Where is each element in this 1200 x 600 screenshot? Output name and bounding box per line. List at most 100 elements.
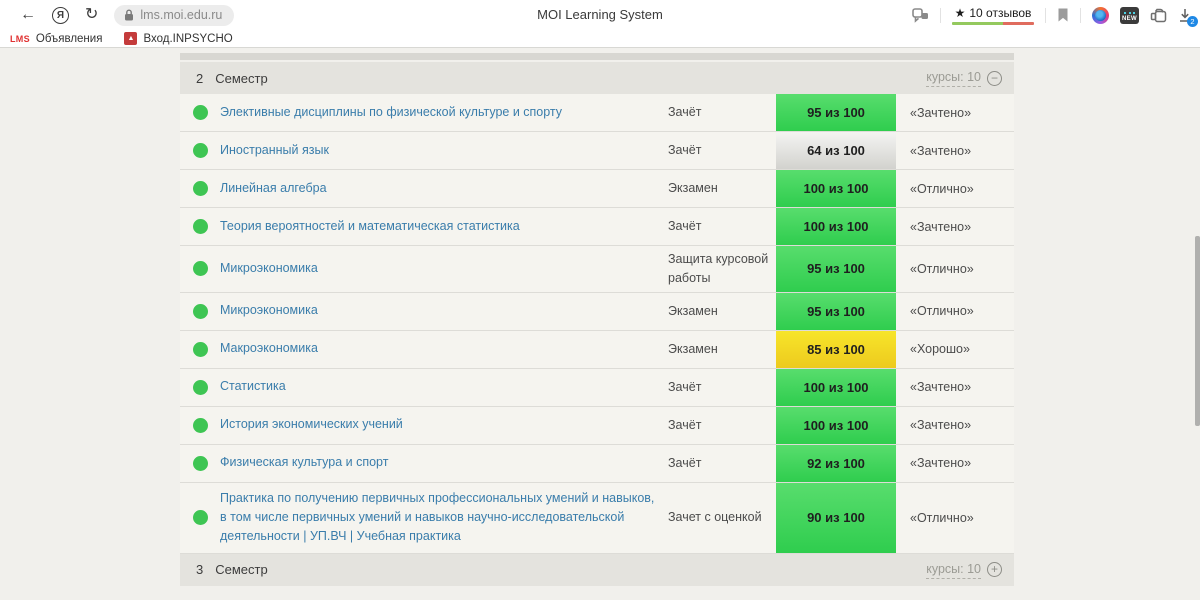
course-link[interactable]: Физическая культура и спорт: [220, 455, 389, 470]
exam-type: Защита курсовой работы: [668, 252, 769, 285]
lms-page: 2 Семестр курсы: 10 − Элективные дисципл…: [0, 49, 1200, 600]
exam-type: Зачет с оценкой: [668, 510, 762, 525]
section-collapse-toggle[interactable]: курсы: 10 +: [926, 561, 1002, 579]
status-dot-cell: [180, 407, 220, 444]
downloads-count-badge: 2: [1187, 15, 1198, 27]
course-link[interactable]: Элективные дисциплины по физической куль…: [220, 104, 563, 119]
status-dot-icon: [192, 143, 208, 158]
section-courses-count: курсы: 10: [926, 561, 981, 579]
status-dot-icon: [192, 379, 208, 395]
bookmark-announcements[interactable]: LMS Объявления: [10, 33, 102, 45]
yandex-letter: Я: [56, 9, 65, 21]
plus-circle-icon: +: [987, 562, 1002, 578]
course-link[interactable]: Линейная алгебра: [220, 180, 327, 195]
score-badge: 85 из 100: [776, 330, 896, 368]
exam-type: Экзамен: [668, 341, 718, 356]
status-dot-cell: [180, 132, 220, 169]
exam-type: Зачёт: [668, 105, 702, 120]
toolbar-divider: [1080, 7, 1081, 23]
inpsycho-favicon: ▲: [124, 32, 138, 45]
course-link[interactable]: Микроэкономика: [220, 303, 318, 318]
section-number: 3: [196, 562, 204, 578]
bookmark-flag-icon[interactable]: [1057, 8, 1069, 22]
reviews-count: 10 отзывов: [969, 5, 1032, 20]
status-dot-cell: [180, 94, 220, 131]
course-link[interactable]: Иностранный язык: [220, 142, 329, 157]
status-dot-icon: [192, 455, 208, 471]
grade-text: «Зачтено»: [910, 143, 972, 158]
toolbar-divider: [940, 7, 941, 23]
extension-inner-globe: [1095, 9, 1106, 21]
section-collapse-toggle[interactable]: курсы: 10 −: [926, 69, 1002, 87]
status-dot-cell: [180, 369, 220, 406]
downloads-button[interactable]: 2: [1178, 8, 1198, 27]
score-badge: 64 из 100: [776, 132, 896, 169]
new-icon-crown: [1124, 11, 1135, 14]
reviews-rating-bar: [952, 21, 1034, 25]
vertical-scrollbar-thumb[interactable]: [1195, 236, 1200, 426]
grade-text: «Отлично»: [910, 181, 974, 196]
course-table: 2 Семестр курсы: 10 − Элективные дисципл…: [180, 49, 1014, 586]
exam-type: Зачёт: [668, 455, 702, 470]
score-badge: 100 из 100: [776, 368, 896, 406]
back-button[interactable]: ←: [20, 6, 36, 23]
course-row: Микроэкономика Экзамен 95 из 100 «Отличн…: [180, 292, 1014, 331]
course-link[interactable]: История экономических учений: [220, 417, 403, 432]
protect-icon[interactable]: [912, 7, 929, 23]
grade-text: «Зачтено»: [910, 219, 972, 234]
section-number: 2: [196, 70, 204, 86]
grade-text: «Зачтено»: [910, 380, 972, 394]
course-row: Линейная алгебра Экзамен 100 из 100 «Отл…: [180, 170, 1014, 208]
status-dot-icon: [192, 105, 208, 120]
reviews-widget[interactable]: ★ 10 отзывов: [952, 6, 1034, 25]
score-badge: 92 из 100: [776, 444, 896, 482]
address-bar[interactable]: lms.moi.edu.ru: [114, 4, 235, 26]
grade-text: «Отлично»: [910, 261, 974, 276]
side-panels-icon[interactable]: [1150, 8, 1167, 23]
bookmarks-bar: LMS Объявления ▲ Вход.INPSYCHO: [0, 30, 1200, 48]
score-badge: 95 из 100: [776, 246, 896, 292]
course-link[interactable]: Статистика: [220, 379, 286, 394]
new-badge-label: NEW: [1122, 15, 1137, 22]
course-row: Макроэкономика Экзамен 85 из 100 «Хорошо…: [180, 330, 1014, 369]
course-row: Элективные дисциплины по физической куль…: [180, 94, 1014, 132]
status-dot-icon: [192, 219, 208, 234]
exam-type: Экзамен: [668, 303, 718, 318]
status-dot-cell: [180, 331, 220, 368]
lock-icon: [124, 9, 134, 21]
course-link[interactable]: Макроэкономика: [220, 341, 318, 356]
grade-text: «Зачтено»: [910, 105, 972, 120]
course-row: Иностранный язык Зачёт 64 из 100 «Зачтен…: [180, 132, 1014, 170]
browser-toolbar: ← Я ↻ lms.moi.edu.ru MOI Learning System…: [0, 0, 1200, 30]
status-dot-icon: [192, 181, 208, 196]
status-dot-cell: [180, 445, 220, 482]
course-row: Микроэкономика Защита курсовой работы 95…: [180, 246, 1014, 293]
status-dot-icon: [192, 341, 208, 357]
semester-section-header: 3 Семестр курсы: 10 +: [180, 553, 1014, 586]
score-badge: 95 из 100: [776, 94, 896, 131]
course-row: История экономических учений Зачёт 100 и…: [180, 406, 1014, 445]
bookmark-inpsycho[interactable]: ▲ Вход.INPSYCHO: [124, 32, 233, 45]
course-link[interactable]: Микроэкономика: [220, 261, 318, 276]
course-link[interactable]: Теория вероятностей и математическая ста…: [220, 218, 520, 233]
exam-type: Зачёт: [668, 219, 702, 234]
refresh-button[interactable]: ↻: [85, 6, 99, 23]
grade-text: «Зачтено»: [910, 418, 972, 432]
extension-browser-icon[interactable]: [1092, 6, 1109, 24]
semester-section-header: 2 Семестр курсы: 10 −: [180, 62, 1014, 94]
grade-text: «Отлично»: [910, 304, 974, 318]
status-dot-icon: [192, 510, 208, 526]
new-extension-icon[interactable]: NEW: [1120, 6, 1139, 24]
course-row: Теория вероятностей и математическая ста…: [180, 208, 1014, 246]
section-title: Семестр: [215, 70, 268, 86]
bookmark-label: Вход.INPSYCHO: [143, 32, 233, 45]
minus-circle-icon: −: [987, 70, 1002, 86]
yandex-browser-icon[interactable]: Я: [52, 6, 69, 24]
grade-text: «Зачтено»: [910, 456, 972, 470]
bookmark-label: Объявления: [35, 32, 103, 45]
exam-type: Зачёт: [668, 143, 702, 158]
exam-type: Зачёт: [668, 379, 702, 394]
score-badge: 100 из 100: [776, 208, 896, 245]
star-icon: ★: [954, 5, 966, 20]
course-link[interactable]: Практика по получению первичных професси…: [220, 490, 655, 544]
